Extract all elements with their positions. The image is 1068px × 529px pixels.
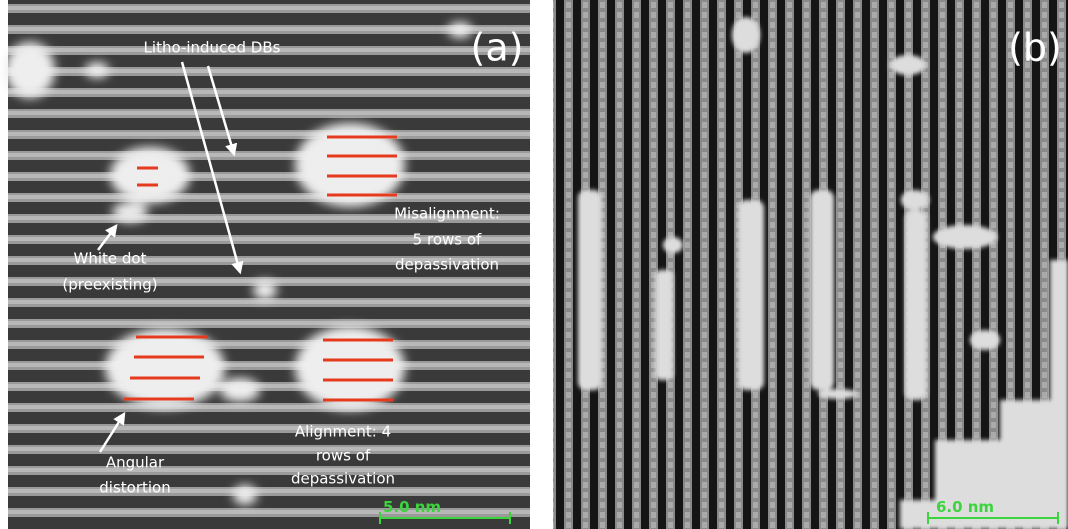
annotation: Litho-induced DBs [144,39,281,57]
annotation: Alignment: 4 [295,423,391,441]
annotation: depassivation [291,470,395,488]
annotation: 5 rows of [413,231,482,249]
panel-b: (b) 6.0 nm [553,0,1068,529]
annotation: rows of [316,447,371,465]
panel-a: (a) Litho-induced DBs White dot (preexis… [5,0,530,529]
page: (a) Litho-induced DBs White dot (preexis… [0,0,1068,529]
figure: (a) Litho-induced DBs White dot (preexis… [0,0,1068,529]
scale-bar-label: 5.0 nm [383,498,441,516]
scale-bar-label: 6.0 nm [936,498,994,516]
annotation: Misalignment: [394,205,500,223]
annotation: White dot [74,250,147,268]
annotation: depassivation [395,256,499,274]
annotation: distortion [99,479,170,497]
annotation: Angular [106,454,165,472]
annotation: (preexisting) [62,276,157,294]
panel-label: (a) [471,26,524,70]
panel-label: (b) [1008,26,1062,70]
